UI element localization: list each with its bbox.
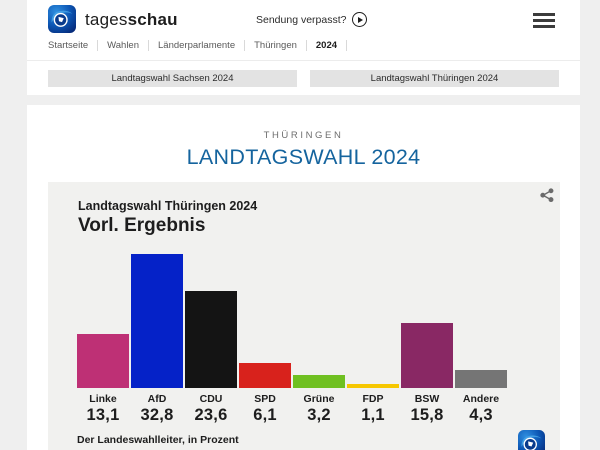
- bar-value-spd: 6,1: [253, 406, 277, 424]
- bar-value-andere: 4,3: [469, 406, 493, 424]
- bar-column-cdu: CDU 23,6: [185, 248, 237, 425]
- election-switcher: Landtagswahl Sachsen 2024 Landtagswahl T…: [27, 61, 580, 95]
- bar-spd: [239, 363, 291, 388]
- bar-fdp: [347, 383, 399, 388]
- bar-value-afd: 32,8: [140, 406, 174, 424]
- bar-label-spd: SPD: [254, 393, 276, 405]
- sendung-verpasst-link[interactable]: Sendung verpasst?: [256, 12, 368, 27]
- bar-chart: Linke 13,1 AfD 32,8 CDU 23,6 SPD 6,1 Grüne 3,2 FDP…: [48, 248, 560, 425]
- bar-column-linke: Linke 13,1: [77, 248, 129, 425]
- bar-value-fdp: 1,1: [361, 406, 385, 424]
- page-title: LANDTAGSWAHL 2024: [186, 145, 421, 169]
- bar-label-andere: Andere: [462, 393, 500, 405]
- site-header: tagesschau Sendung verpasst? Startseite …: [27, 0, 580, 61]
- menu-icon[interactable]: [533, 13, 555, 31]
- main-content: THÜRINGEN LANDTAGSWAHL 2024 Landtagswahl…: [27, 105, 580, 450]
- breadcrumb-wahlen[interactable]: Wahlen: [98, 40, 149, 51]
- breadcrumb-laenderparlamente[interactable]: Länderparlamente: [149, 40, 246, 51]
- bar-afd: [131, 253, 183, 388]
- bar-label-fdp: FDP: [362, 393, 384, 405]
- page-kicker: THÜRINGEN: [263, 130, 344, 141]
- bar-label-linke: Linke: [89, 393, 117, 405]
- chart-title: Landtagswahl Thüringen 2024: [78, 199, 258, 213]
- bar-andere: [455, 370, 507, 388]
- bar-value-linke: 13,1: [86, 406, 120, 424]
- tagesschau-logo-icon[interactable]: [48, 5, 76, 33]
- bar-column-andere: Andere 4,3: [455, 248, 507, 425]
- breadcrumb-startseite[interactable]: Startseite: [48, 40, 99, 51]
- bar-column-spd: SPD 6,1: [239, 248, 291, 425]
- tagesschau-watermark-icon: [518, 430, 545, 450]
- share-icon[interactable]: [539, 187, 555, 203]
- bar-value-cdu: 23,6: [194, 406, 228, 424]
- button-landtagswahl-sachsen[interactable]: Landtagswahl Sachsen 2024: [48, 70, 297, 87]
- chart-subtitle: Vorl. Ergebnis: [78, 215, 206, 236]
- bar-column-afd: AfD 32,8: [131, 248, 183, 425]
- bar-linke: [77, 334, 129, 388]
- play-icon[interactable]: [352, 12, 368, 27]
- bar-label-cdu: CDU: [199, 393, 223, 405]
- bar-column-fdp: FDP 1,1: [347, 248, 399, 425]
- brand-wordmark[interactable]: tagesschau: [85, 10, 178, 29]
- breadcrumb: Startseite Wahlen Länderparlamente Thüri…: [48, 40, 348, 51]
- bar-cdu: [185, 291, 237, 388]
- sendung-verpasst-label: Sendung verpasst?: [256, 13, 347, 26]
- bar-bsw: [401, 323, 453, 388]
- bar-column-bsw: BSW 15,8: [401, 248, 453, 425]
- breadcrumb-thueringen[interactable]: Thüringen: [245, 40, 307, 51]
- page: tagesschau Sendung verpasst? Startseite …: [27, 0, 580, 450]
- breadcrumb-2024: 2024: [307, 40, 348, 51]
- bar-label-grüne: Grüne: [303, 393, 335, 405]
- chart-source: Der Landeswahlleiter, in Prozent: [77, 434, 239, 446]
- bar-grüne: [293, 374, 345, 388]
- bar-label-afd: AfD: [147, 393, 167, 405]
- results-chart-card: Landtagswahl Thüringen 2024 Vorl. Ergebn…: [48, 182, 560, 450]
- bar-column-grüne: Grüne 3,2: [293, 248, 345, 425]
- bar-label-bsw: BSW: [414, 393, 440, 405]
- button-landtagswahl-thueringen[interactable]: Landtagswahl Thüringen 2024: [310, 70, 559, 87]
- bar-value-bsw: 15,8: [410, 406, 444, 424]
- bar-value-grüne: 3,2: [307, 406, 331, 424]
